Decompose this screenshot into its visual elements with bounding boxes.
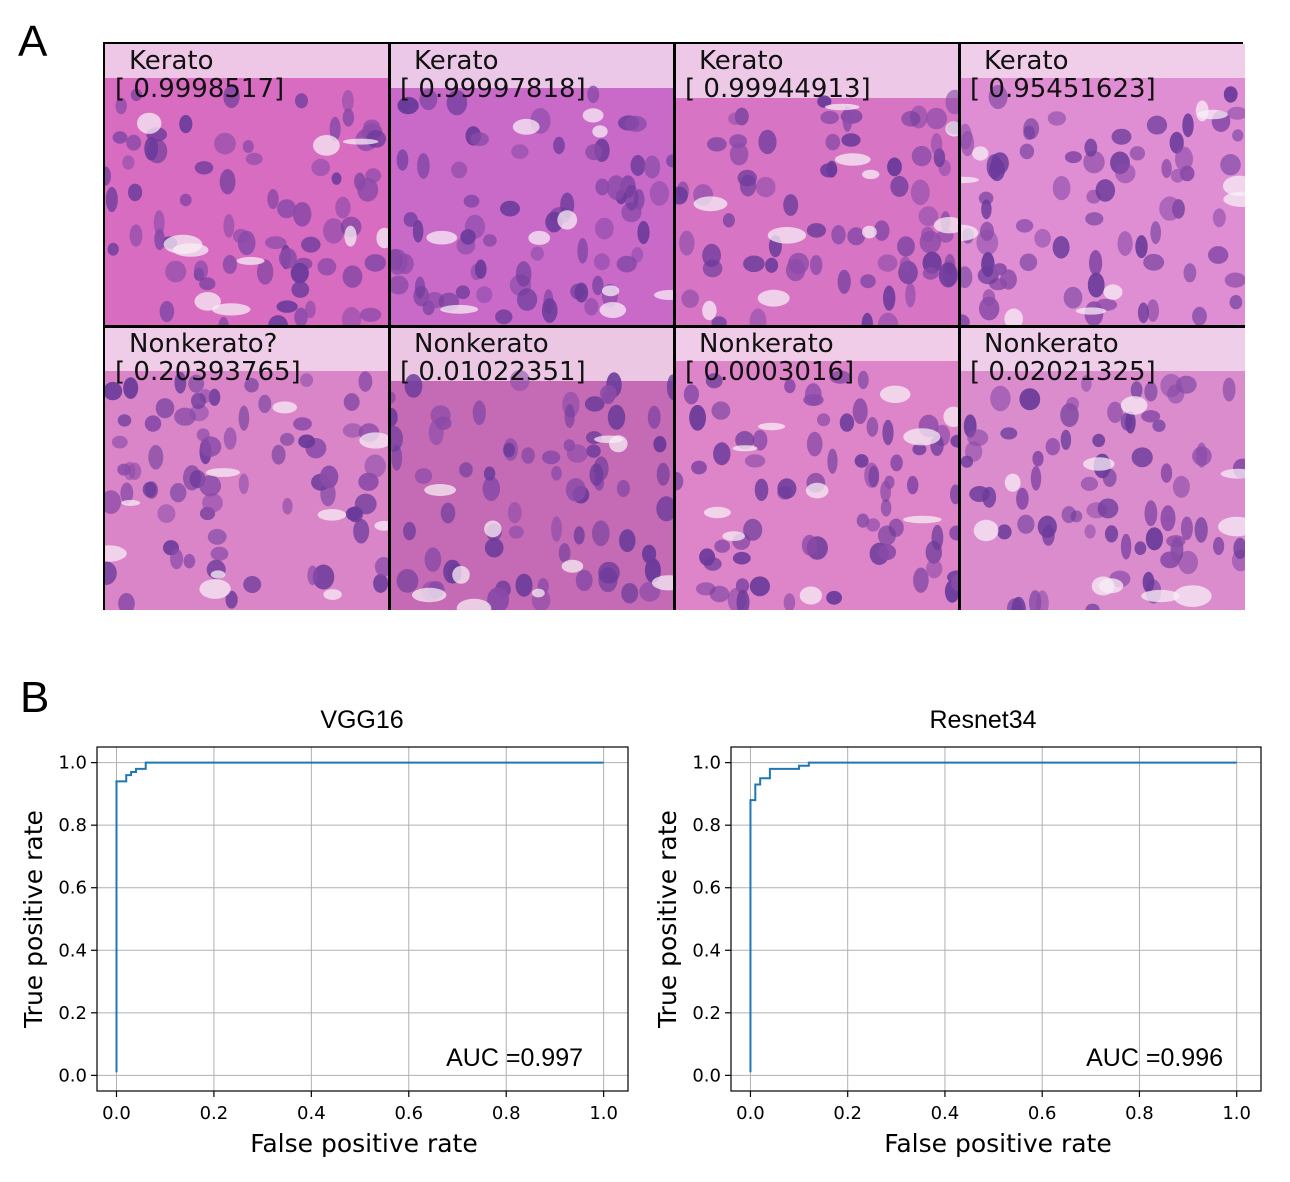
x-tick-label: 1.0 <box>589 1103 618 1124</box>
tissue-image <box>960 44 1245 327</box>
plot-frame <box>96 746 629 1092</box>
chart-title: Resnet34 <box>929 706 1036 734</box>
x-tick-label: 0.6 <box>394 1103 423 1124</box>
tissue-image <box>675 327 960 610</box>
tile-score: [ 0.01022351] <box>400 356 586 387</box>
y-tick-label: 0.8 <box>692 815 721 836</box>
y-tick-label: 0.0 <box>692 1065 721 1086</box>
histology-tile: Nonkerato[ 0.0003016] <box>675 327 960 610</box>
x-tick-label: 0.8 <box>492 1103 521 1124</box>
y-tick-label: 0.6 <box>692 878 721 899</box>
tile-score: [ 0.99944913] <box>685 73 871 104</box>
tile-class-label: Nonkerato <box>984 329 1119 359</box>
histology-tile: Nonkerato[ 0.01022351] <box>390 327 675 610</box>
tile-class-label: Kerato <box>984 46 1069 76</box>
y-tick-label: 0.4 <box>692 940 721 961</box>
tile-label: Nonkerato[ 0.01022351] <box>400 329 586 387</box>
histology-tile: Kerato[ 0.99944913] <box>675 44 960 327</box>
y-tick-label: 1.0 <box>692 753 721 774</box>
x-tick-label: 0.0 <box>736 1103 765 1124</box>
y-tick-label: 1.0 <box>58 753 87 774</box>
y-axis-label: True positive rate <box>653 810 682 1029</box>
roc-chart-resnet34: Resnet34 0.0 0.2 0.4 0.6 0.8 1.0 0.0 0.2 0.4 0.6 0.… <box>653 706 1262 1158</box>
tissue-image <box>390 44 675 327</box>
tissue-image <box>960 327 1245 610</box>
chart-title: VGG16 <box>320 706 403 734</box>
tile-class-label: Kerato <box>699 46 784 76</box>
tile-score: [ 0.9998517] <box>115 73 285 104</box>
roc-curve-line <box>749 761 1237 1073</box>
auc-annotation: AUC =0.996 <box>1086 1044 1223 1072</box>
y-tick-label: 0.8 <box>58 815 87 836</box>
x-tick-label: 0.4 <box>931 1103 960 1124</box>
tissue-image <box>105 44 390 327</box>
x-axis-label: False positive rate <box>250 1129 478 1158</box>
tile-score: [ 0.99997818] <box>400 73 586 104</box>
x-tick-label: 0.6 <box>1028 1103 1057 1124</box>
histology-tile: Nonkerato[ 0.02021325] <box>960 327 1245 610</box>
tile-class-label: Nonkerato? <box>129 329 278 359</box>
y-tick-label: 0.6 <box>58 878 87 899</box>
tile-label: Nonkerato[ 0.02021325] <box>970 329 1156 387</box>
y-tick-label: 0.0 <box>58 1065 87 1086</box>
roc-chart-vgg16: VGG16 0.0 0.2 0.4 0.6 0.8 1.0 0.0 0.2 0.4 0.6 0.8 1.… <box>19 706 629 1158</box>
tile-class-label: Nonkerato <box>699 329 834 359</box>
tile-class-label: Kerato <box>129 46 214 76</box>
x-tick-label: 0.2 <box>200 1103 229 1124</box>
y-axis-label: True positive rate <box>19 810 48 1029</box>
histology-tile: Kerato[ 0.9998517] <box>105 44 390 327</box>
x-tick-label: 1.0 <box>1222 1103 1251 1124</box>
y-tick-label: 0.4 <box>58 940 87 961</box>
plot-frame <box>730 746 1262 1092</box>
tissue-image <box>390 327 675 610</box>
x-tick-label: 0.8 <box>1125 1103 1154 1124</box>
y-tick-label: 0.2 <box>58 1003 87 1024</box>
histology-tile-grid: Kerato[ 0.9998517] Kerato[ 0.99997818] Ker… <box>103 42 1245 610</box>
tile-score: [ 0.02021325] <box>970 356 1156 387</box>
tile-class-label: Nonkerato <box>414 329 549 359</box>
panel-b-letter: B <box>20 673 50 722</box>
tile-label: Kerato[ 0.99944913] <box>685 46 871 104</box>
tissue-image <box>675 44 960 327</box>
tile-score: [ 0.0003016] <box>685 356 855 387</box>
tile-label: Kerato[ 0.95451623] <box>970 46 1156 104</box>
x-tick-label: 0.0 <box>102 1103 131 1124</box>
y-tick-label: 0.2 <box>692 1003 721 1024</box>
tile-score: [ 0.95451623] <box>970 73 1156 104</box>
tile-label: Nonkerato[ 0.0003016] <box>685 329 855 387</box>
tile-label: Nonkerato?[ 0.20393765] <box>115 329 301 387</box>
histology-tile: Nonkerato?[ 0.20393765] <box>105 327 390 610</box>
auc-annotation: AUC =0.997 <box>446 1044 583 1072</box>
tile-label: Kerato[ 0.9998517] <box>115 46 285 104</box>
panel-a-letter: A <box>18 17 48 66</box>
tile-separator <box>105 325 1245 328</box>
x-axis-label: False positive rate <box>884 1129 1112 1158</box>
histology-tile: Kerato[ 0.99997818] <box>390 44 675 327</box>
tissue-image <box>105 327 390 610</box>
x-tick-label: 0.2 <box>833 1103 862 1124</box>
histology-tile: Kerato[ 0.95451623] <box>960 44 1245 327</box>
tile-class-label: Kerato <box>414 46 499 76</box>
roc-curve-line <box>115 761 604 1073</box>
tile-label: Kerato[ 0.99997818] <box>400 46 586 104</box>
tile-score: [ 0.20393765] <box>115 356 301 387</box>
x-tick-label: 0.4 <box>297 1103 326 1124</box>
